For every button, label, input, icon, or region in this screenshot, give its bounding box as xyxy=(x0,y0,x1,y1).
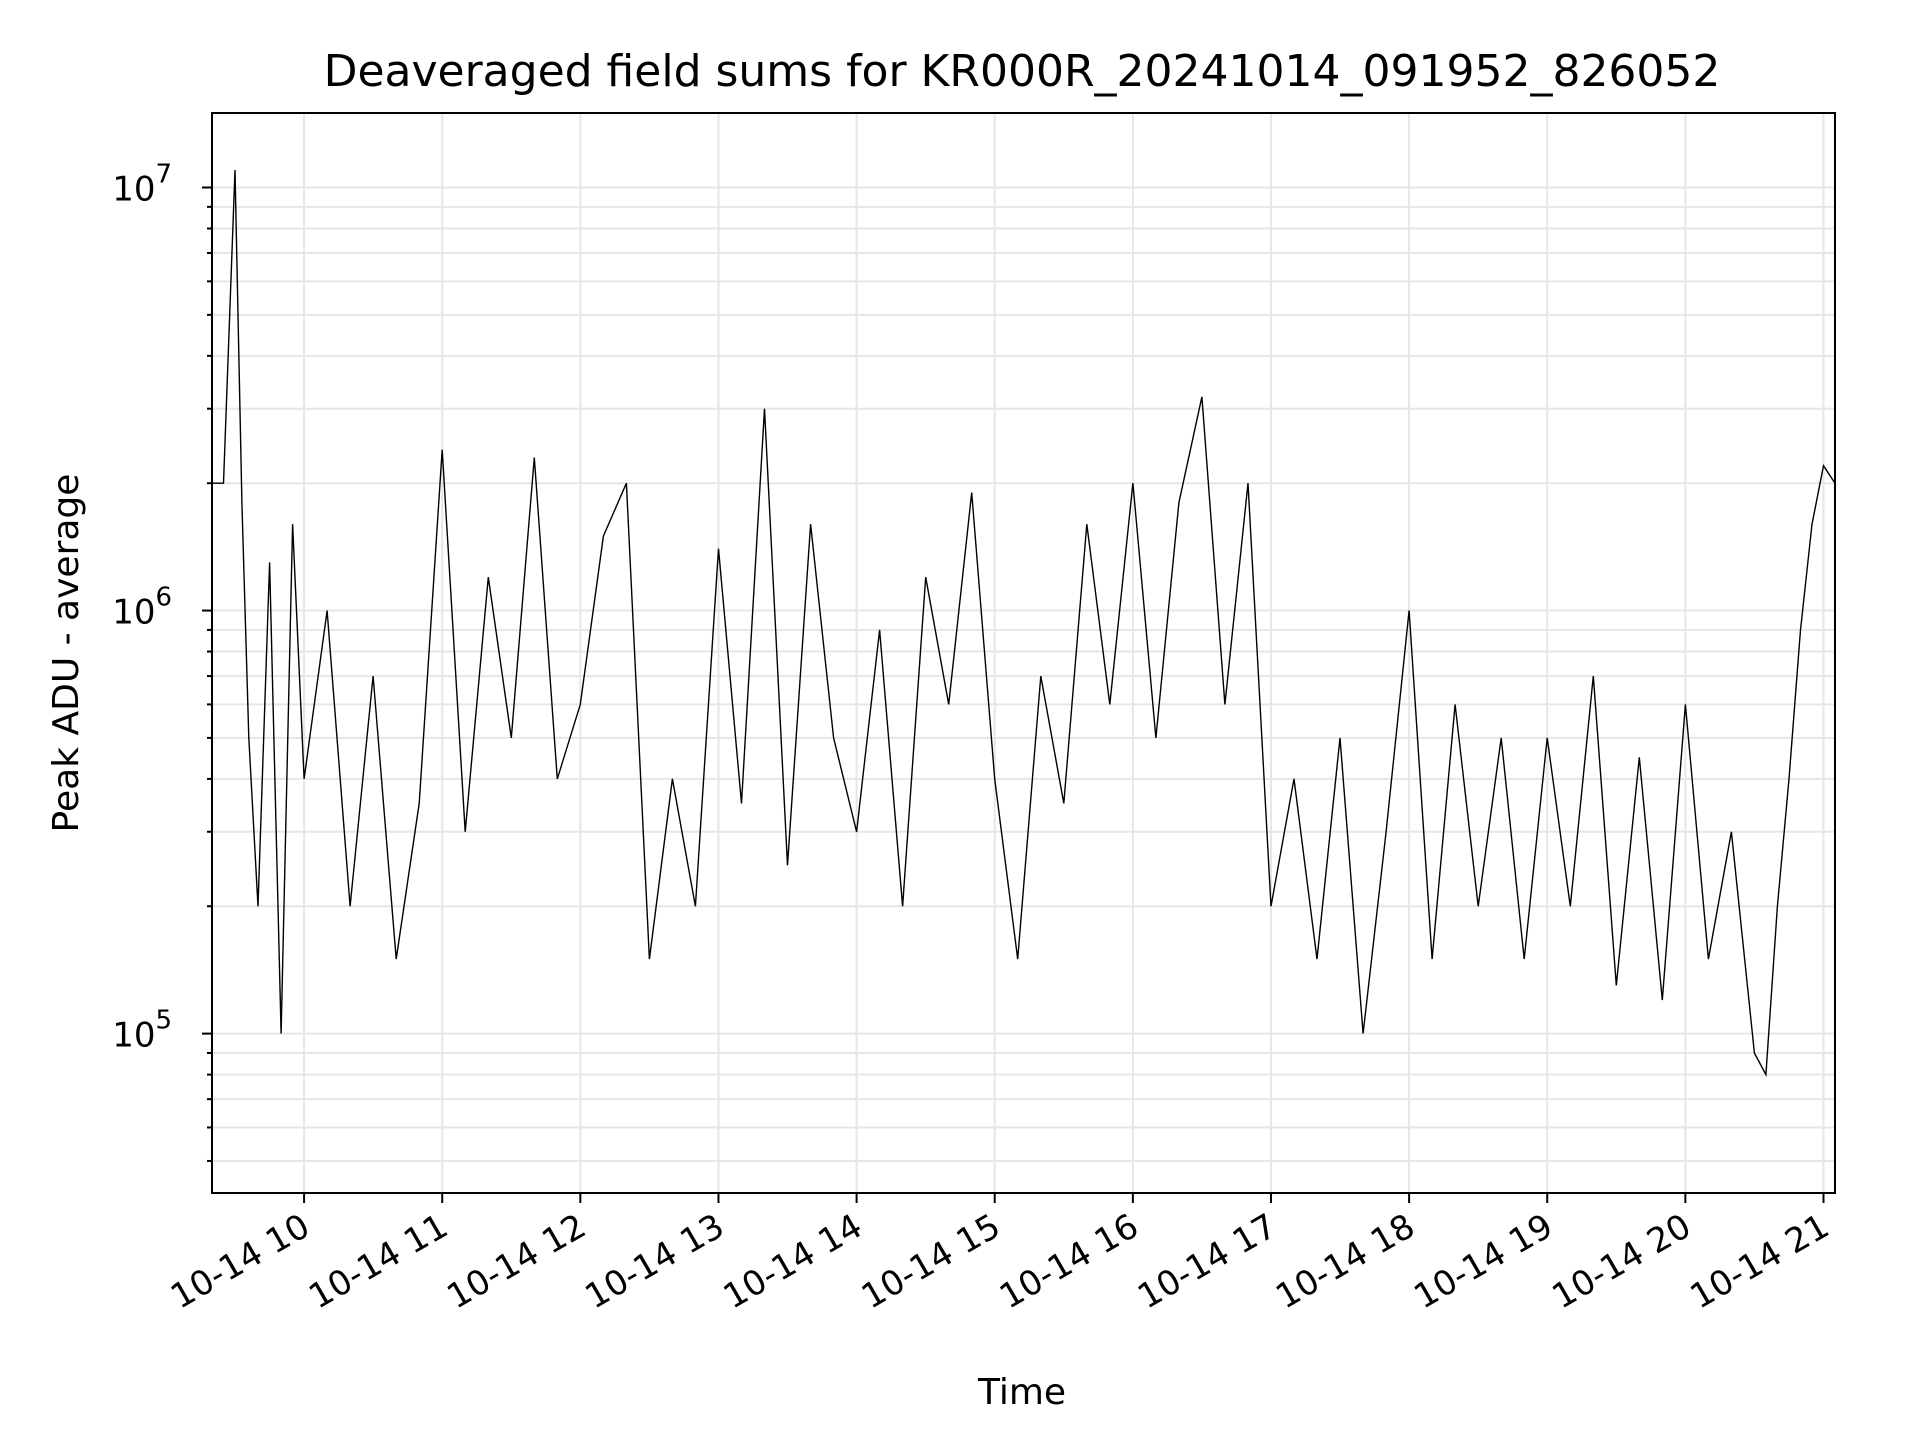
series-line-group xyxy=(212,169,1835,1078)
series-line-0 xyxy=(212,169,1835,1078)
chart-title: Deaveraged field sums for KR000R_2024101… xyxy=(324,46,1721,97)
y-tick-label: 106 xyxy=(112,583,172,633)
y-axis-label: Peak ADU - average xyxy=(46,474,87,833)
y-axis: 105 106 107 xyxy=(112,159,212,1162)
y-tick-label: 107 xyxy=(112,159,172,209)
grid xyxy=(212,113,1835,1193)
x-axis-label: Time xyxy=(977,1372,1066,1413)
y-tick-label: 105 xyxy=(112,1006,172,1056)
plot-frame xyxy=(211,112,1836,1194)
